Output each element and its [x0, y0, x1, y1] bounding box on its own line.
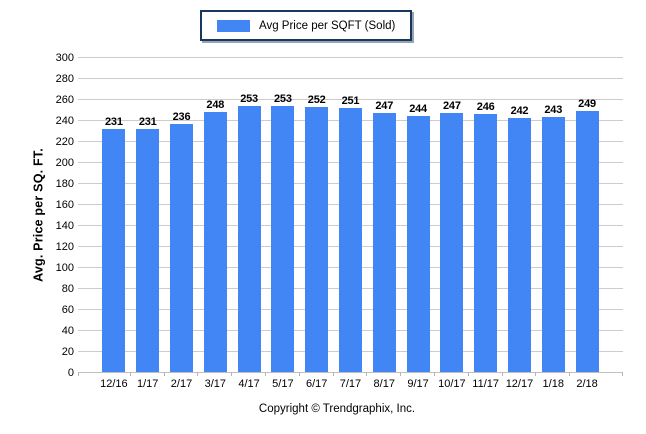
bar-value-label: 253 [240, 93, 258, 106]
gridline [78, 78, 623, 79]
category-slot: 243 1/18 [536, 103, 570, 390]
x-tick-label: 2/18 [576, 378, 598, 390]
x-tick-label: 12/17 [505, 378, 534, 390]
x-tick-label: 10/17 [438, 378, 466, 390]
y-tick-label: 160 [55, 199, 74, 211]
category-slot: 231 12/16 [97, 116, 131, 390]
bar-value-label: 236 [172, 111, 191, 124]
category-slot: 249 2/18 [570, 97, 604, 390]
bar-value-label: 243 [544, 103, 563, 116]
category-slot: 246 11/17 [469, 100, 503, 390]
y-tick-label: 240 [55, 115, 74, 127]
legend: Avg Price per SQFT (Sold) [200, 10, 413, 41]
y-tick-label: 300 [55, 52, 74, 64]
bar [541, 116, 565, 372]
bar [575, 110, 599, 372]
bar [507, 117, 531, 372]
y-tick-label: 0 [67, 367, 74, 379]
x-tick-label: 7/17 [339, 378, 362, 390]
category-slot: 248 3/17 [198, 98, 232, 390]
bar [338, 108, 362, 372]
legend-swatch-icon [217, 19, 250, 32]
bar-value-label: 253 [274, 93, 292, 106]
y-tick-label: 180 [55, 178, 74, 190]
category-slot: 253 5/17 [266, 93, 300, 390]
y-tick-label: 280 [55, 73, 74, 85]
bar-group: 231 12/16 231 1/17 236 2/17 248 3/17 253 4/17 253 5… [78, 58, 623, 390]
bar-value-label: 244 [409, 102, 427, 115]
y-tick-label: 260 [55, 94, 74, 106]
bar [305, 107, 329, 372]
y-tick-label: 200 [55, 157, 74, 169]
x-tick-label: 1/17 [136, 378, 159, 390]
category-slot: 244 9/17 [401, 102, 435, 390]
bar [372, 112, 396, 372]
bar-value-label: 246 [476, 100, 495, 113]
category-slot: 252 6/17 [300, 94, 334, 390]
bar [169, 124, 193, 372]
y-tick-label: 100 [55, 262, 74, 274]
x-tick-label: 8/17 [373, 378, 395, 390]
x-tick-label: 5/17 [272, 378, 294, 390]
gridline [78, 57, 623, 58]
category-slot: 236 2/17 [165, 111, 199, 390]
y-tick-label: 20 [61, 346, 74, 358]
category-slot: 251 7/17 [334, 95, 368, 390]
x-tick-label: 9/17 [407, 378, 429, 390]
bar-value-label: 249 [578, 97, 596, 110]
bar [440, 112, 464, 372]
category-slot: 253 4/17 [232, 93, 266, 390]
x-tick-label: 2/17 [170, 378, 193, 390]
copyright: Copyright © Trendgraphix, Inc. [258, 403, 416, 415]
bar-value-label: 251 [341, 95, 360, 108]
bar-value-label: 248 [206, 98, 225, 111]
bar-value-label: 247 [375, 99, 394, 112]
bar [237, 106, 261, 372]
legend-label: Avg Price per SQFT (Sold) [259, 19, 396, 32]
y-tick-label: 60 [61, 304, 74, 316]
bar [136, 129, 160, 372]
bar [474, 113, 498, 372]
bar [102, 129, 126, 372]
category-slot: 247 8/17 [367, 99, 401, 390]
x-tick-label: 3/17 [204, 378, 226, 390]
bar [203, 111, 227, 372]
category-slot: 242 12/17 [503, 104, 537, 390]
plot-area: 231 12/16 231 1/17 236 2/17 248 3/17 253 4/17 253 5… [78, 57, 623, 390]
x-tick-label: 12/16 [100, 378, 128, 390]
x-tick-label: 1/18 [542, 378, 564, 390]
y-tick-label: 140 [55, 220, 74, 232]
bar [271, 106, 295, 372]
gridline [78, 99, 623, 100]
y-axis-labels: 0 20 40 60 80 100 120 140 160 180 200 220 240 260 280 3… [30, 52, 74, 379]
bar [406, 115, 430, 372]
y-tick-label: 120 [55, 241, 74, 253]
y-tick-label: 80 [61, 283, 74, 295]
bar-value-label: 252 [307, 94, 326, 107]
category-slot: 247 10/17 [435, 99, 469, 390]
y-tick-label: 220 [55, 136, 74, 148]
bar-value-label: 242 [510, 104, 529, 117]
y-tick-label: 40 [61, 325, 74, 337]
x-tick-label: 6/17 [305, 378, 328, 390]
bar-value-label: 247 [442, 99, 461, 112]
x-tick-label: 11/17 [472, 378, 500, 390]
category-slot: 231 1/17 [131, 116, 165, 390]
bar-value-label: 231 [105, 116, 123, 129]
x-tick-label: 4/17 [238, 378, 260, 390]
bar-value-label: 231 [138, 116, 157, 129]
